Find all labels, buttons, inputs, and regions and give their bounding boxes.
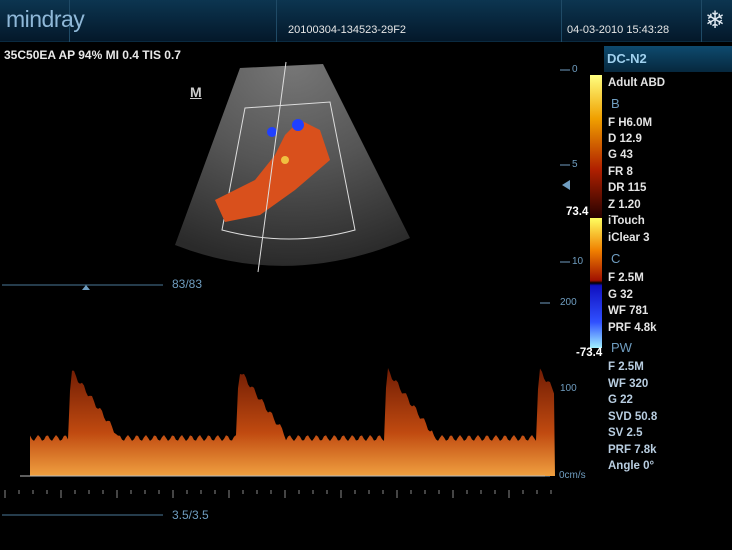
color-flow [281,156,289,164]
datetime: 04-03-2010 15:43:28 [567,24,670,36]
color-scale-min: -73.4 [576,347,603,359]
color-scale-max: 73.4 [566,206,589,218]
color-flow [292,119,304,131]
mode-label[interactable]: DC-N2 [604,46,732,72]
b-param: iClear 3 [608,232,650,244]
color-flow [267,127,277,137]
logo: mindray [6,6,85,32]
b-gray-map-bar [590,75,602,220]
pw-param: Angle 0° [608,460,655,472]
pw-param: F 2.5M [608,361,644,373]
top-bar: mindray 20100304-134523-29F2 04-03-2010 … [0,0,732,42]
pw-param: SVD 50.8 [608,411,658,423]
b-param: G 43 [608,149,633,161]
pw-param: WF 320 [608,378,649,390]
c-param: G 32 [608,289,633,301]
depth-label: 0 [572,64,578,75]
b-param: DR 115 [608,182,647,194]
velocity-label: 0cm/s [559,470,586,481]
cine-frame-lower: 3.5/3.5 [172,508,209,522]
focus-marker [562,180,570,190]
time-axis [4,490,552,498]
divider [70,0,277,42]
depth-label: 10 [572,256,584,267]
c-param: WF 781 [608,305,649,317]
acoustic-params: 35C50EA AP 94% MI 0.4 TIS 0.7 [4,48,181,62]
b-param: Z 1.20 [608,199,641,211]
pw-param: SV 2.5 [608,427,643,439]
doppler-envelope [30,368,555,476]
doppler-spectrum [30,368,555,476]
pw-param: PRF 7.8k [608,444,657,456]
divider [277,0,562,42]
exam-id: 20100304-134523-29F2 [288,24,407,36]
divider [0,0,70,42]
divider [562,0,702,42]
b-param: iTouch [608,215,645,227]
b-param: F H6.0M [608,117,653,129]
snowflake-icon[interactable]: ❄ [705,7,726,34]
color-box [221,101,356,240]
velocity-label: 100 [560,383,577,394]
orientation-marker: M [190,84,202,100]
velocity-label: 200 [560,297,577,308]
color-map-bar [590,218,602,348]
b-header: B [611,96,620,111]
pw-param: G 22 [608,394,633,406]
depth-scale [560,69,570,263]
pw-header: PW [611,340,632,355]
c-header: C [611,251,621,266]
color-flow [215,120,330,222]
b-param: D 12.9 [608,133,642,145]
cine-slider-upper [82,285,90,290]
c-param: PRF 4.8k [608,322,657,334]
cine-frame-upper: 83/83 [172,277,203,291]
depth-label: 5 [572,159,578,170]
preset: Adult ABD [608,77,666,89]
doppler-cursor [257,61,287,273]
b-param: FR 8 [608,166,633,178]
c-param: F 2.5M [608,272,644,284]
